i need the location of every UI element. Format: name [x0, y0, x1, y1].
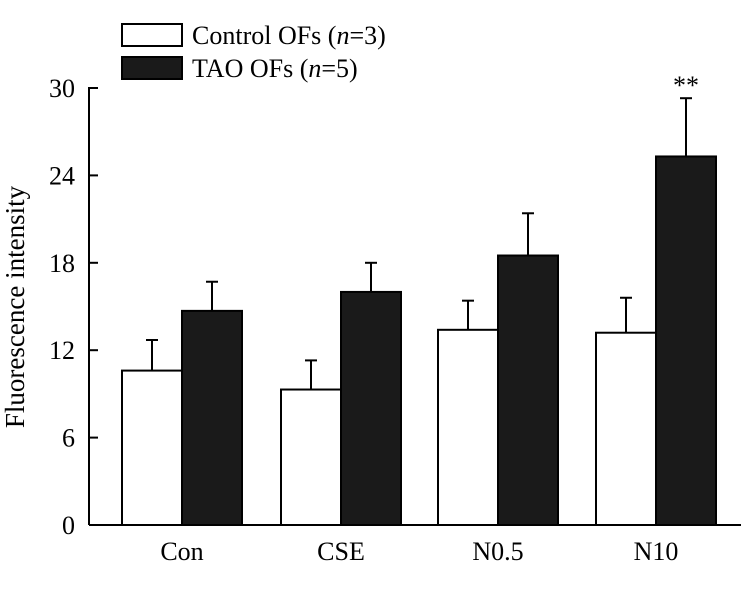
legend: Control OFs (n=3) TAO OFs (n=5) [121, 21, 386, 83]
bar-tao-ofs-n0-5 [497, 254, 559, 526]
tick-labels-layer: 0 6 12 18 24 30 Con CSE N0.5 N10 ** [49, 71, 699, 566]
bar-control-ofs-n10 [595, 331, 657, 526]
y-tick-label-6: 6 [62, 424, 75, 453]
x-tick-label-n10: N10 [634, 537, 679, 566]
y-tick-label-18: 18 [49, 249, 75, 278]
legend-label-tao-ofs: TAO OFs (n=5) [192, 54, 358, 83]
legend-swatch-control-ofs [121, 23, 183, 47]
significance-annotation: ** [673, 71, 699, 100]
bar-tao-ofs-con [181, 309, 243, 526]
y-tick-label-12: 12 [49, 336, 75, 365]
bar-control-ofs-cse [280, 388, 342, 526]
bar-tao-ofs-n10 [655, 155, 717, 526]
y-tick-label-24: 24 [49, 161, 75, 190]
bar-control-ofs-n0-5 [437, 328, 499, 526]
y-axis-label: Fluorescence intensity [0, 185, 30, 428]
legend-swatch-tao-ofs [121, 56, 183, 80]
y-tick-label-0: 0 [62, 511, 75, 540]
bar-control-ofs-con [121, 369, 183, 526]
y-tick-label-30: 30 [49, 74, 75, 103]
bar-tao-ofs-cse [340, 290, 402, 526]
x-tick-label-cse: CSE [317, 537, 365, 566]
legend-label-control-ofs: Control OFs (n=3) [192, 21, 386, 50]
bars-layer [121, 97, 717, 526]
axes-layer [88, 87, 741, 526]
x-tick-label-n0-5: N0.5 [472, 537, 523, 566]
x-tick-label-con: Con [160, 537, 203, 566]
